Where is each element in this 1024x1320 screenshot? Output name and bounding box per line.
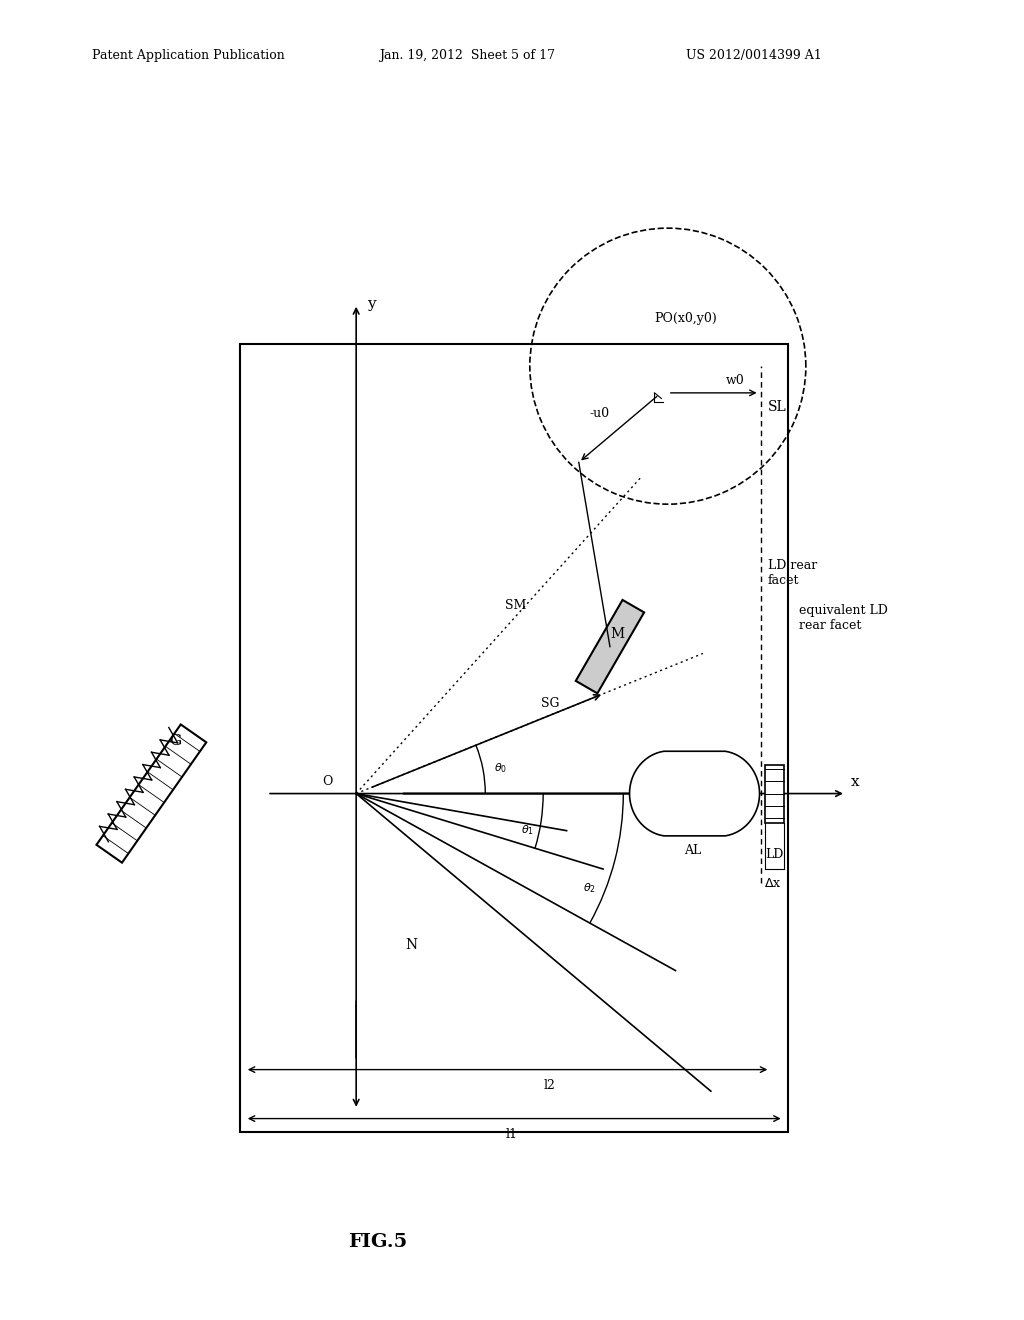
- Text: $\theta_2$: $\theta_2$: [584, 882, 596, 895]
- Text: x: x: [850, 775, 859, 789]
- Text: SL: SL: [768, 400, 786, 413]
- Text: SG: SG: [541, 697, 559, 710]
- Text: l1: l1: [505, 1129, 517, 1142]
- Text: O: O: [323, 775, 333, 788]
- Polygon shape: [630, 751, 760, 836]
- Polygon shape: [575, 599, 644, 693]
- Text: SM: SM: [505, 599, 526, 611]
- Text: l2: l2: [543, 1080, 555, 1092]
- Text: y: y: [367, 297, 376, 312]
- Text: -u0: -u0: [590, 407, 610, 420]
- Text: G: G: [169, 734, 181, 747]
- Text: Patent Application Publication: Patent Application Publication: [92, 49, 285, 62]
- Text: US 2012/0014399 A1: US 2012/0014399 A1: [686, 49, 822, 62]
- Text: LD: LD: [766, 847, 784, 861]
- Text: FIG.5: FIG.5: [348, 1233, 408, 1251]
- Bar: [241, 345, 788, 1133]
- Bar: [765, 764, 784, 822]
- Text: $\Delta$x: $\Delta$x: [764, 876, 781, 890]
- Text: $\theta_0$: $\theta_0$: [495, 762, 507, 775]
- Text: w0: w0: [726, 374, 744, 387]
- Text: equivalent LD
rear facet: equivalent LD rear facet: [799, 603, 888, 632]
- Text: M: M: [610, 627, 624, 640]
- Text: $\theta_1$: $\theta_1$: [521, 824, 534, 837]
- Text: Jan. 19, 2012  Sheet 5 of 17: Jan. 19, 2012 Sheet 5 of 17: [379, 49, 555, 62]
- Text: PO(x0,y0): PO(x0,y0): [654, 312, 717, 325]
- Polygon shape: [96, 725, 206, 863]
- Text: N: N: [406, 939, 417, 953]
- Text: AL: AL: [684, 843, 701, 857]
- Text: LD rear
facet: LD rear facet: [768, 560, 817, 587]
